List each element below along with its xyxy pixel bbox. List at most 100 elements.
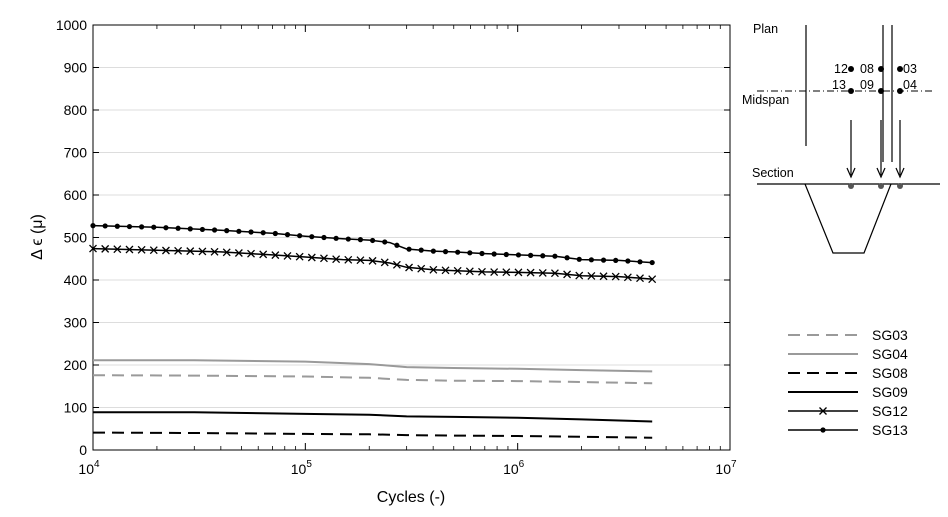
y-tick-label: 300 [64, 315, 88, 331]
x-tick-label: 104 [78, 459, 100, 477]
series-marker-sg13 [126, 223, 133, 230]
series-marker-sg12 [453, 266, 462, 275]
legend: SG03 SG04 SG08 SG09 SG12 SG13 [788, 327, 908, 438]
series-marker-sg13 [613, 257, 619, 263]
series-marker-sg13 [515, 252, 522, 258]
series-marker-sg13 [345, 236, 351, 242]
series-marker-sg12 [563, 270, 572, 279]
series-marker-sg13 [151, 224, 157, 230]
series-marker-sg13 [248, 229, 254, 235]
series-marker-sg13 [284, 232, 291, 238]
series-marker-sg12 [599, 272, 608, 281]
series-marker-sg12 [89, 244, 97, 253]
series-marker-sg12 [587, 272, 596, 280]
y-tick-label: 600 [64, 187, 88, 203]
y-tick-label: 1000 [56, 17, 87, 33]
series-marker-sg12 [405, 263, 414, 272]
series-marker-sg13 [272, 230, 278, 237]
x-tick-label: 105 [291, 459, 313, 477]
arrow-head-middle [876, 167, 886, 179]
section-gauge-dot-middle [878, 183, 884, 189]
series-marker-sg12 [271, 251, 280, 260]
y-tick-label: 700 [64, 145, 88, 161]
series-marker-sg12 [222, 248, 231, 257]
gauge-label-03: 03 [903, 62, 917, 76]
arrow-head-left [846, 167, 856, 179]
series-marker-sg13 [139, 224, 145, 230]
series-line-sg08 [92, 431, 653, 439]
gauge-dot-08 [878, 66, 884, 72]
series-marker-sg12 [259, 250, 268, 259]
series-marker-sg13 [479, 250, 485, 257]
series-marker-sg12 [611, 272, 620, 281]
series-marker-sg13 [333, 235, 339, 241]
series-marker-sg12 [575, 271, 584, 280]
series-marker-sg12 [648, 275, 657, 284]
gauge-dot-13 [848, 88, 854, 94]
x-tick-exponent: 6 [519, 459, 525, 470]
series-marker-sg12 [429, 265, 438, 274]
series-marker-sg12 [392, 260, 401, 269]
series-marker-sg13 [369, 237, 376, 244]
series-marker-sg13 [600, 257, 607, 263]
series-marker-sg13 [637, 259, 643, 265]
series-marker-sg12 [538, 268, 547, 277]
section-trough-outline [804, 183, 892, 254]
series-marker-sg12 [234, 249, 243, 257]
series-marker-sg12 [526, 268, 535, 277]
arrow-head-right [895, 167, 905, 179]
series-marker-sg12 [465, 267, 474, 276]
legend-label-sg09: SG09 [872, 384, 908, 400]
legend-label-sg03: SG03 [872, 327, 908, 343]
series-marker-sg13 [321, 234, 327, 241]
series-marker-sg12 [247, 249, 255, 258]
series-marker-sg13 [309, 234, 315, 240]
y-tick-label: 200 [64, 357, 88, 373]
series-marker-sg12 [623, 273, 632, 282]
y-tick-label: 100 [64, 400, 88, 416]
series-marker-sg12 [320, 254, 328, 263]
legend-label-sg13: SG13 [872, 422, 908, 438]
x-tick-exponent: 7 [731, 459, 737, 470]
series-marker-sg13 [163, 225, 169, 231]
gauge-label-12: 12 [834, 62, 848, 76]
y-tick-label: 0 [79, 442, 87, 458]
series-marker-sg12 [137, 245, 146, 254]
section-label: Section [752, 166, 794, 180]
series-marker-sg13 [357, 237, 364, 243]
series-marker-sg13 [442, 249, 449, 255]
gauge-label-04: 04 [903, 78, 917, 92]
series-marker-sg12 [441, 266, 450, 275]
series-marker-sg13 [625, 258, 631, 264]
gauge-label-08: 08 [860, 62, 874, 76]
series-marker-sg13 [491, 251, 497, 257]
x-tick-exponent: 5 [306, 459, 312, 470]
series-marker-sg13 [406, 246, 412, 252]
y-axis: 0 100 200 300 400 500 600 700 800 900 1000 [56, 17, 730, 458]
series-marker-sg13 [418, 247, 424, 253]
series-marker-sg12 [368, 256, 377, 265]
series-marker-sg12 [186, 247, 195, 256]
series-line-sg03 [92, 374, 653, 385]
series-marker-sg12 [417, 264, 426, 273]
series-marker-sg12 [283, 251, 292, 260]
y-tick-label: 500 [64, 230, 88, 246]
series-line-sg04 [93, 359, 653, 373]
gauge-label-13: 13 [832, 78, 846, 92]
series-marker-sg13 [540, 253, 546, 259]
series-marker-sg12 [161, 246, 170, 255]
series-marker-sg12 [356, 256, 365, 265]
series-marker-sg13 [649, 259, 655, 266]
section-gauge-dot-left [848, 183, 854, 189]
series-marker-sg13 [102, 223, 108, 229]
gauge-dot-03 [897, 66, 903, 72]
series-marker-sg13 [467, 250, 473, 256]
series-marker-sg13 [297, 233, 303, 239]
y-tick-label: 800 [64, 102, 88, 118]
x-tick-label: 107 [715, 459, 737, 477]
series-marker-sg13 [552, 253, 558, 259]
legend-marker-sg13 [820, 427, 826, 433]
structure-sketch: Plan Midspan 12 08 03 13 09 04 Section [742, 22, 940, 254]
gauge-dot-09 [878, 88, 884, 94]
series-marker-sg13 [90, 223, 96, 229]
